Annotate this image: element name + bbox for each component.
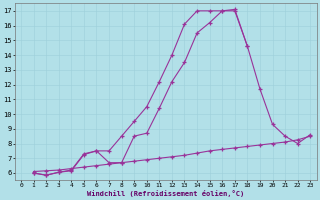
- X-axis label: Windchill (Refroidissement éolien,°C): Windchill (Refroidissement éolien,°C): [87, 190, 244, 197]
